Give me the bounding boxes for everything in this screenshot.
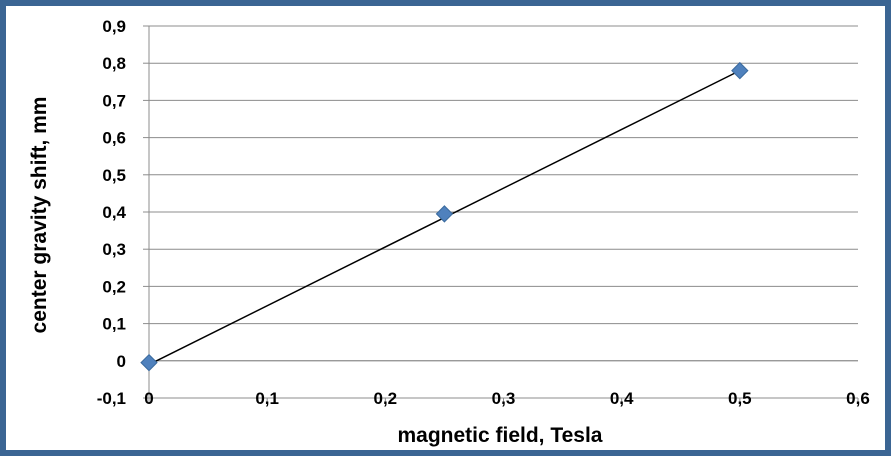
x-axis-title: magnetic field, Tesla (397, 424, 602, 447)
data-points (140, 61, 749, 372)
y-axis-title: center gravity shift, mm (28, 97, 51, 334)
gridlines (149, 25, 858, 362)
y-tick-label: 0,1 (102, 315, 126, 334)
x-tick-label: 0,3 (492, 389, 516, 408)
y-tick-label: 0,9 (102, 17, 126, 36)
y-tick-label: 0,4 (102, 203, 126, 222)
y-tick-label: 0,6 (102, 129, 126, 148)
y-tick-labels: -0,1 0 0,1 0,2 0,3 0,4 0,5 0,6 0,7 0,8 0,9 (97, 17, 127, 408)
y-tick-label: 0,5 (102, 166, 126, 185)
x-tick-label: 0,5 (728, 389, 752, 408)
data-point (731, 61, 749, 80)
x-tick-label: 0,6 (846, 389, 870, 408)
y-tick-label: 0,3 (102, 240, 126, 259)
data-point (435, 205, 454, 223)
y-tick-label: 0,2 (102, 277, 126, 296)
data-point (140, 353, 158, 372)
y-tick-label: 0 (117, 352, 126, 371)
x-tick-label: 0,2 (374, 389, 398, 408)
axes (143, 25, 859, 404)
x-tick-labels: 0 0,1 0,2 0,3 0,4 0,5 0,6 (144, 389, 870, 408)
x-tick-label: 0,4 (610, 389, 634, 408)
y-tick-label: 0,7 (102, 91, 126, 110)
y-tick-label: -0,1 (97, 389, 126, 408)
x-tick-label: 0,1 (255, 389, 279, 408)
x-tick-label: 0 (144, 389, 153, 408)
y-tick-label: 0,8 (102, 54, 126, 73)
